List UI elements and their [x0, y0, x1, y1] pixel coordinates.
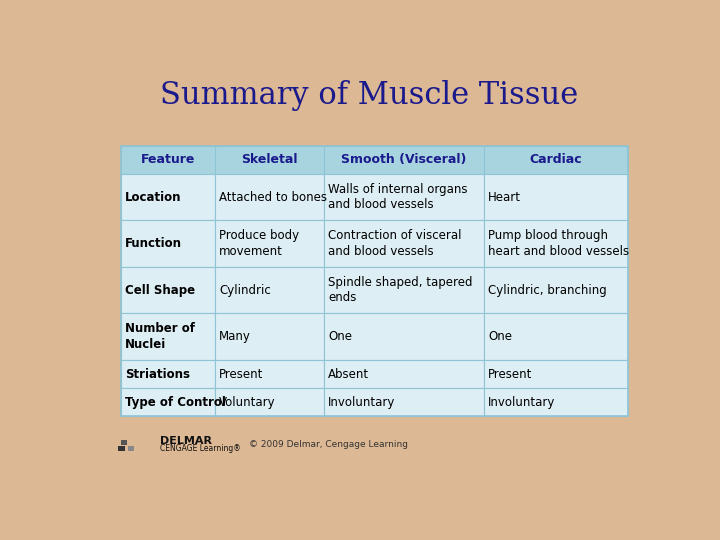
Text: Voluntary: Voluntary: [219, 396, 276, 409]
Text: Cylindric: Cylindric: [219, 284, 271, 296]
Text: Location: Location: [125, 191, 181, 204]
Bar: [324, 146, 484, 174]
Text: Involuntary: Involuntary: [488, 396, 556, 409]
Bar: [484, 313, 629, 360]
Bar: [121, 440, 127, 445]
Bar: [121, 174, 215, 220]
Bar: [215, 360, 324, 388]
Text: Present: Present: [488, 368, 533, 381]
Text: Feature: Feature: [140, 153, 195, 166]
Bar: [324, 220, 484, 267]
Text: DELMAR: DELMAR: [160, 436, 212, 446]
Text: Walls of internal organs
and blood vessels: Walls of internal organs and blood vesse…: [328, 183, 468, 212]
Text: Many: Many: [219, 330, 251, 343]
Bar: [121, 388, 215, 416]
Text: Number of
Nuclei: Number of Nuclei: [125, 322, 195, 351]
Text: Summary of Muscle Tissue: Summary of Muscle Tissue: [160, 80, 578, 111]
Text: Cardiac: Cardiac: [530, 153, 582, 166]
Bar: [324, 388, 484, 416]
Text: Heart: Heart: [488, 191, 521, 204]
Bar: [484, 360, 629, 388]
Text: © 2009 Delmar, Cengage Learning: © 2009 Delmar, Cengage Learning: [249, 440, 408, 449]
Bar: [121, 146, 215, 174]
Bar: [324, 360, 484, 388]
Text: Involuntary: Involuntary: [328, 396, 396, 409]
Bar: [121, 360, 215, 388]
Bar: [324, 174, 484, 220]
Bar: [484, 388, 629, 416]
Text: Attached to bones: Attached to bones: [219, 191, 327, 204]
Bar: [215, 220, 324, 267]
Text: Present: Present: [219, 368, 264, 381]
Bar: [484, 174, 629, 220]
Bar: [121, 313, 215, 360]
Bar: [121, 267, 215, 313]
Text: Function: Function: [125, 237, 182, 250]
Bar: [484, 146, 629, 174]
Text: Skeletal: Skeletal: [241, 153, 297, 166]
Bar: [324, 313, 484, 360]
Bar: [119, 446, 125, 451]
Text: Pump blood through
heart and blood vessels: Pump blood through heart and blood vesse…: [488, 230, 629, 258]
Text: Spindle shaped, tapered
ends: Spindle shaped, tapered ends: [328, 276, 473, 305]
Bar: [128, 446, 135, 451]
Text: Smooth (Visceral): Smooth (Visceral): [341, 153, 467, 166]
Text: One: One: [488, 330, 512, 343]
Text: Striations: Striations: [125, 368, 190, 381]
Text: One: One: [328, 330, 352, 343]
Bar: [121, 146, 629, 416]
Bar: [484, 220, 629, 267]
Text: CENGAGE Learning®: CENGAGE Learning®: [160, 444, 240, 453]
Bar: [324, 267, 484, 313]
Bar: [215, 388, 324, 416]
Text: Absent: Absent: [328, 368, 369, 381]
Text: Cell Shape: Cell Shape: [125, 284, 195, 296]
Text: Cylindric, branching: Cylindric, branching: [488, 284, 607, 296]
Text: Type of Control: Type of Control: [125, 396, 226, 409]
Bar: [121, 220, 215, 267]
Bar: [215, 146, 324, 174]
Bar: [215, 313, 324, 360]
Bar: [215, 174, 324, 220]
Text: Produce body
movement: Produce body movement: [219, 230, 300, 258]
Bar: [484, 267, 629, 313]
Text: Contraction of visceral
and blood vessels: Contraction of visceral and blood vessel…: [328, 230, 462, 258]
Bar: [215, 267, 324, 313]
